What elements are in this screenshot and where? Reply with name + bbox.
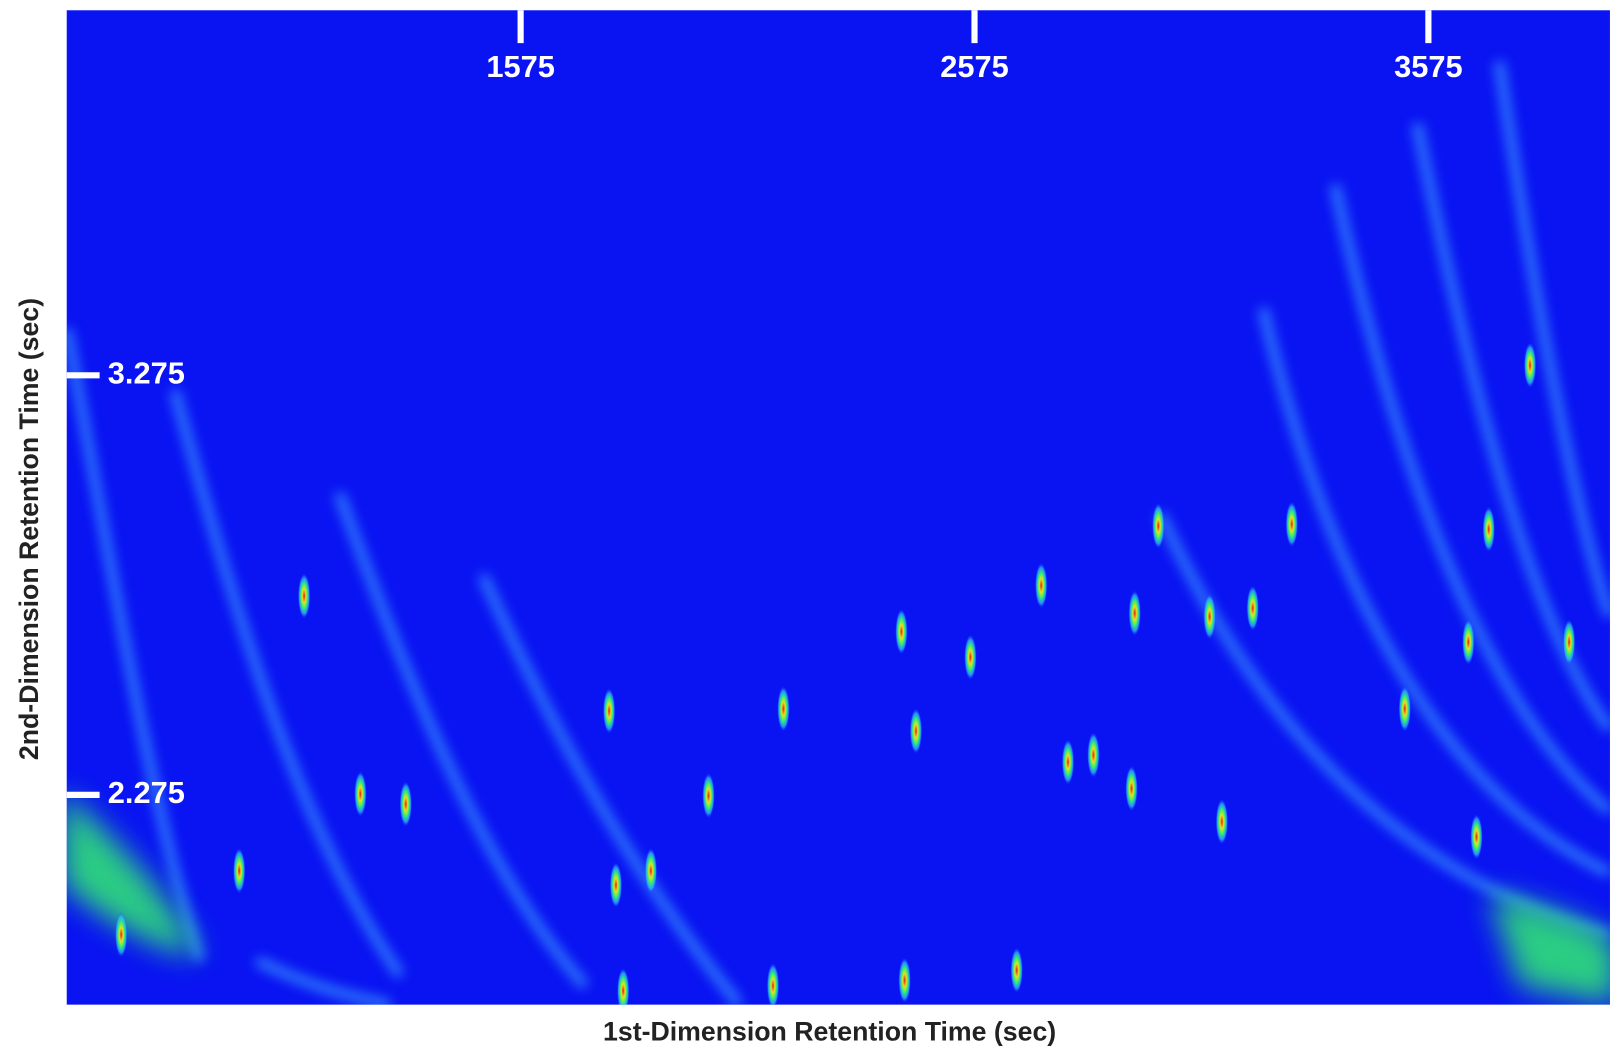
peak [1087, 732, 1100, 778]
peak [895, 609, 908, 655]
peak [1482, 506, 1495, 552]
peak [1128, 590, 1141, 636]
plot-area [66, 10, 1610, 1005]
column-bleed [66, 60, 1610, 1005]
peaks [115, 342, 1576, 1005]
peak [1215, 799, 1229, 845]
peak [1061, 739, 1075, 785]
peak [1010, 947, 1023, 993]
peak [1398, 686, 1411, 732]
peak [399, 781, 412, 827]
y-tick-label: 2.275 [108, 775, 185, 810]
peak [1462, 619, 1475, 665]
axes: 1575 2575 3575 3.275 2.275 [66, 10, 1463, 810]
peak [602, 688, 616, 734]
peak [1523, 342, 1537, 388]
peak [297, 573, 311, 619]
peak [1470, 814, 1483, 860]
peak [766, 963, 780, 1005]
y-tick-label: 3.275 [108, 355, 185, 390]
peak [1246, 585, 1259, 631]
peak [1035, 562, 1048, 609]
peak [644, 848, 658, 894]
peak [115, 911, 128, 958]
x-tick-label: 2575 [940, 49, 1008, 84]
peak [354, 771, 367, 817]
peak [964, 634, 977, 680]
peak [702, 773, 715, 819]
x-tick-label: 1575 [486, 49, 554, 84]
peak [1285, 501, 1298, 547]
y-axis-label: 2nd-Dimension Retention Time (sec) [14, 298, 44, 760]
peak [1152, 503, 1165, 549]
peak [909, 708, 923, 754]
peak [898, 957, 911, 1003]
peak [233, 848, 246, 894]
peak [1562, 619, 1576, 665]
peak [617, 968, 630, 1005]
x-axis-label: 1st-Dimension Retention Time (sec) [603, 1016, 1056, 1046]
x-tick-label: 3575 [1394, 49, 1462, 84]
peak [1203, 593, 1216, 640]
peak [777, 686, 790, 732]
peak [1125, 765, 1138, 812]
peak [609, 862, 623, 908]
